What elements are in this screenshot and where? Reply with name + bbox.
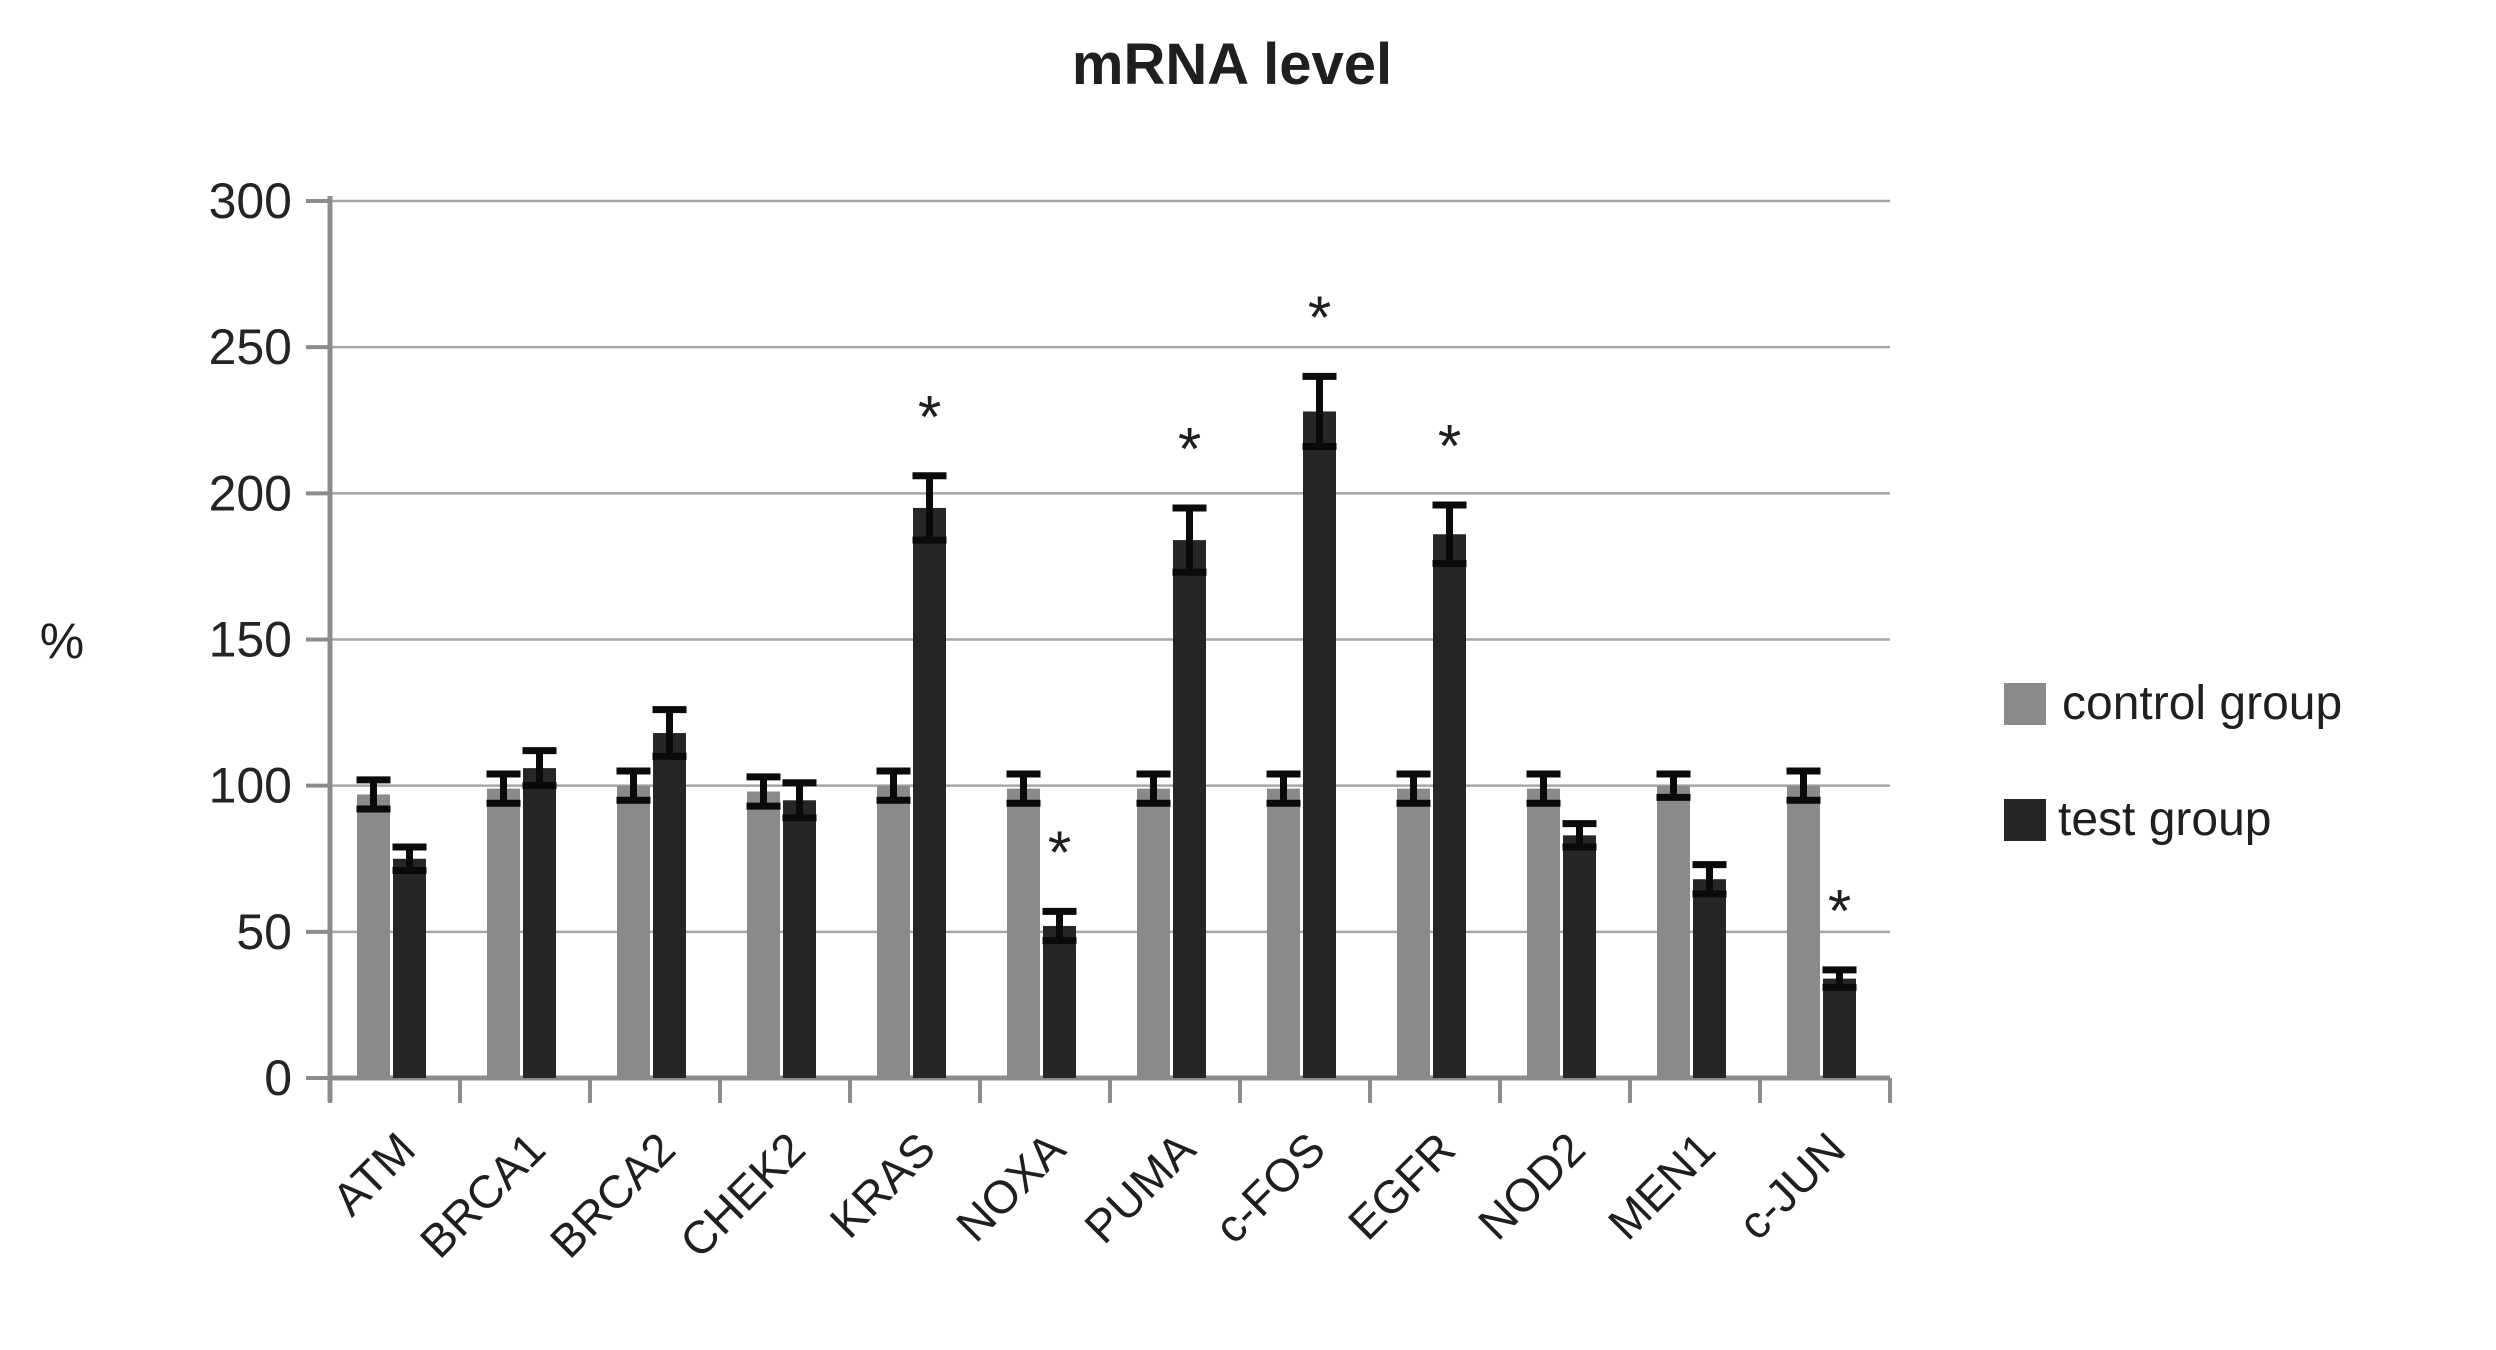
x-category-label-KRAS: KRAS bbox=[820, 1122, 945, 1247]
chart-title: mRNA level bbox=[1072, 32, 1392, 97]
x-category-label-ATM: ATM bbox=[322, 1122, 425, 1225]
control-group-swatch-icon bbox=[2004, 683, 2046, 725]
x-category-label-BRCA2: BRCA2 bbox=[540, 1122, 685, 1267]
x-category-label-BRCA1: BRCA1 bbox=[410, 1122, 555, 1267]
bar-control-MEN1 bbox=[1657, 785, 1690, 1078]
bar-control-CHEK2 bbox=[747, 791, 780, 1078]
bar-test-NOD2 bbox=[1563, 835, 1596, 1078]
x-category-label-NOD2: NOD2 bbox=[1468, 1122, 1595, 1249]
bar-control-ATM bbox=[357, 794, 390, 1078]
y-tick-label-0: 0 bbox=[264, 1050, 292, 1106]
bar-test-c-FOS bbox=[1303, 411, 1336, 1079]
y-tick-label-200: 200 bbox=[209, 465, 292, 521]
bar-control-c-FOS bbox=[1267, 788, 1300, 1078]
x-category-label-CHEK2: CHEK2 bbox=[670, 1122, 815, 1267]
legend-label-test: test group bbox=[2058, 793, 2271, 846]
bar-test-NOXA bbox=[1043, 925, 1076, 1078]
x-category-label-PUMA: PUMA bbox=[1074, 1122, 1205, 1253]
significance-asterisk-EGFR: * bbox=[1438, 413, 1461, 480]
y-tick-label-100: 100 bbox=[209, 758, 292, 814]
x-category-label-EGFR: EGFR bbox=[1338, 1122, 1465, 1249]
bar-test-CHEK2 bbox=[783, 800, 816, 1078]
legend-label-control: control group bbox=[2062, 677, 2342, 730]
bar-test-c-JUN bbox=[1823, 978, 1856, 1078]
legend: control group test group bbox=[2004, 677, 2342, 846]
x-category-label-c-FOS: c-FOS bbox=[1204, 1122, 1335, 1253]
bar-control-BRCA2 bbox=[617, 785, 650, 1078]
y-tick-label-50: 50 bbox=[236, 904, 292, 960]
y-axis-label: % bbox=[40, 613, 84, 669]
bar-control-c-JUN bbox=[1787, 785, 1820, 1078]
significance-asterisk-c-JUN: * bbox=[1828, 877, 1851, 944]
significance-asterisk-c-FOS: * bbox=[1308, 284, 1331, 351]
bar-control-EGFR bbox=[1397, 788, 1430, 1078]
bar-control-NOXA bbox=[1007, 788, 1040, 1078]
bar-control-PUMA bbox=[1137, 788, 1170, 1078]
x-category-label-c-JUN: c-JUN bbox=[1728, 1122, 1855, 1249]
y-tick-label-300: 300 bbox=[209, 173, 292, 229]
x-category-label-NOXA: NOXA bbox=[946, 1122, 1075, 1251]
bar-test-KRAS bbox=[913, 507, 946, 1078]
bar-control-BRCA1 bbox=[487, 788, 520, 1078]
bar-control-NOD2 bbox=[1527, 788, 1560, 1078]
x-category-label-MEN1: MEN1 bbox=[1598, 1122, 1725, 1249]
bar-control-KRAS bbox=[877, 785, 910, 1078]
significance-asterisk-KRAS: * bbox=[918, 383, 941, 450]
y-tick-label-250: 250 bbox=[209, 319, 292, 375]
bar-test-ATM bbox=[393, 858, 426, 1078]
test-group-swatch-icon bbox=[2004, 799, 2046, 841]
significance-asterisk-NOXA: * bbox=[1048, 819, 1071, 886]
bar-test-PUMA bbox=[1173, 540, 1206, 1078]
bar-test-BRCA1 bbox=[523, 768, 556, 1078]
bar-test-EGFR bbox=[1433, 534, 1466, 1078]
bar-test-BRCA2 bbox=[653, 733, 686, 1078]
significance-asterisk-PUMA: * bbox=[1178, 415, 1201, 482]
bar-test-MEN1 bbox=[1693, 879, 1726, 1078]
y-tick-label-150: 150 bbox=[209, 612, 292, 668]
